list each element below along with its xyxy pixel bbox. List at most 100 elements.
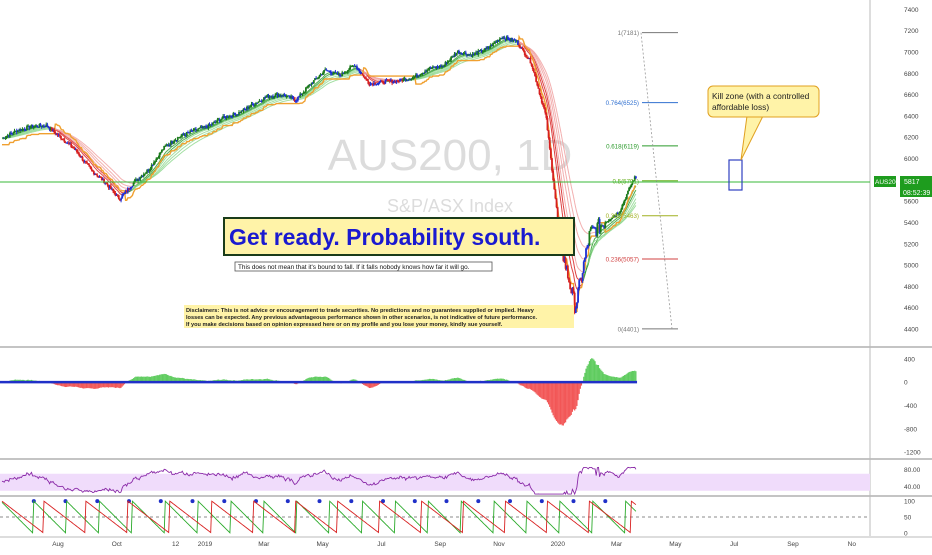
ema-ribbon-segment	[248, 115, 249, 116]
ema-ribbon-segment	[173, 153, 174, 154]
subnote-text: This does not mean that it's bound to fa…	[238, 264, 470, 271]
ema-ribbon-segment	[586, 232, 587, 233]
ema-ribbon-segment	[88, 152, 89, 153]
ema-ribbon-segment	[115, 180, 116, 181]
ema-ribbon-segment	[189, 146, 190, 147]
ema-ribbon-segment	[374, 79, 375, 80]
ema-ribbon-segment	[546, 94, 547, 99]
ema-ribbon-segment	[327, 83, 328, 84]
ema-ribbon-segment	[191, 141, 192, 142]
ema-ribbon-segment	[77, 147, 78, 148]
disclaimer-line-2: losses can be expected. Any previous adv…	[186, 315, 537, 321]
ema-ribbon-segment	[452, 67, 453, 68]
ema-ribbon-segment	[105, 170, 106, 171]
ema-ribbon-segment	[313, 93, 314, 94]
ema-ribbon-segment	[450, 64, 451, 65]
ema-ribbon-segment	[80, 145, 81, 146]
ema-ribbon-segment	[68, 139, 69, 140]
ema-ribbon-segment	[162, 165, 163, 166]
ema-ribbon-segment	[634, 196, 635, 198]
ema-ribbon-segment	[88, 150, 89, 151]
ema-ribbon-segment	[580, 270, 581, 271]
ema-ribbon-segment	[449, 67, 450, 68]
ema-ribbon-segment	[168, 163, 169, 164]
ema-ribbon-segment	[606, 233, 607, 234]
ema-ribbon-segment	[198, 131, 199, 132]
candle-body	[46, 125, 48, 127]
ema-ribbon-segment	[140, 183, 141, 184]
ema-ribbon-segment	[97, 171, 98, 172]
candle-body	[180, 136, 182, 137]
ema-ribbon-segment	[174, 158, 175, 159]
ema-ribbon-segment	[620, 223, 621, 224]
candle-body	[117, 194, 119, 195]
ema-ribbon-segment	[171, 158, 172, 159]
ema-ribbon-segment	[615, 220, 616, 221]
ema-ribbon-segment	[66, 136, 67, 137]
ema-ribbon-segment	[459, 55, 460, 56]
ema-ribbon-segment	[555, 105, 556, 110]
ema-ribbon-segment	[152, 177, 153, 178]
ema-ribbon-segment	[197, 132, 198, 133]
candle-body	[129, 189, 131, 190]
candle-body	[346, 72, 348, 73]
ema-ribbon-segment	[245, 112, 246, 113]
candle-body	[93, 171, 95, 174]
ema-ribbon-segment	[249, 113, 250, 114]
ema-ribbon-segment	[212, 131, 213, 132]
ema-ribbon-segment	[501, 41, 502, 42]
candle-body	[294, 99, 296, 101]
ema-ribbon-segment	[70, 138, 71, 139]
ema-ribbon-segment	[215, 129, 216, 130]
ema-ribbon-segment	[608, 232, 609, 233]
ema-ribbon-segment	[325, 76, 326, 77]
candle-body	[332, 73, 334, 74]
ema-ribbon-segment	[163, 163, 164, 165]
ema-ribbon-segment	[547, 76, 548, 79]
ema-ribbon-segment	[541, 68, 542, 71]
ema-ribbon-segment	[265, 108, 266, 109]
ema-ribbon-segment	[502, 41, 503, 42]
headline-text: Get ready. Probability south.	[229, 224, 540, 250]
ema-ribbon-segment	[550, 82, 551, 86]
ema-ribbon-segment	[162, 167, 163, 168]
ema-ribbon-segment	[562, 184, 563, 192]
ema-ribbon-segment	[576, 274, 577, 278]
candle-body	[542, 103, 544, 105]
ema-ribbon-segment	[240, 119, 241, 120]
callout-line-1: Kill zone (with a controlled	[712, 91, 810, 101]
ema-ribbon-segment	[571, 186, 572, 191]
ema-ribbon-segment	[189, 136, 190, 137]
ema-ribbon-segment	[494, 50, 495, 51]
ema-ribbon-segment	[166, 153, 167, 154]
ema-ribbon-segment	[264, 103, 265, 104]
ema-ribbon-segment	[612, 221, 613, 222]
ema-ribbon-segment	[86, 150, 87, 151]
ema-ribbon-segment	[110, 174, 111, 175]
ema-ribbon-segment	[73, 141, 74, 142]
candle-body	[531, 63, 533, 65]
ema-ribbon-segment	[322, 77, 323, 78]
candle-body	[6, 136, 8, 137]
ema-ribbon-segment	[631, 204, 632, 206]
ema-ribbon-segment	[634, 207, 635, 209]
ema-ribbon-segment	[95, 160, 96, 161]
ema-ribbon-segment	[268, 101, 269, 102]
ema-ribbon-segment	[493, 51, 494, 52]
candle-body	[291, 96, 293, 97]
ema-ribbon-segment	[432, 73, 433, 74]
ema-ribbon-segment	[553, 95, 554, 100]
candle-body	[60, 136, 62, 139]
ema-ribbon-segment	[349, 73, 350, 74]
ema-ribbon-segment	[630, 202, 631, 204]
ema-ribbon-segment	[621, 222, 622, 223]
ema-ribbon-segment	[498, 47, 499, 48]
ema-ribbon-segment	[552, 91, 553, 96]
ema-ribbon-segment	[194, 132, 195, 133]
ema-ribbon-segment	[458, 62, 459, 63]
ema-ribbon-segment	[156, 174, 157, 175]
ema-ribbon-segment	[238, 117, 239, 118]
candle-body	[522, 47, 524, 48]
ema-ribbon-segment	[111, 172, 112, 173]
